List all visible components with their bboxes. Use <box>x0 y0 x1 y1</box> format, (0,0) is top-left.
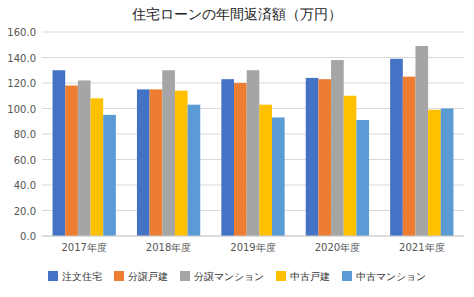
x-tick-label: 2020年度 <box>315 242 360 253</box>
bar <box>356 120 369 236</box>
legend-label: 中古マンション <box>356 271 426 282</box>
y-tick-label: 100.0 <box>7 104 36 115</box>
bar <box>221 79 234 236</box>
grid-line <box>42 57 464 58</box>
legend: 注文住宅 分譲戸建 分譲マンション 中古戸建 中古マンション <box>48 271 426 282</box>
grid-line <box>42 32 464 33</box>
bar <box>415 46 428 236</box>
bar <box>137 89 150 236</box>
bar <box>175 91 188 236</box>
x-tick-label: 2018年度 <box>146 242 191 253</box>
x-tick-label: 2021年度 <box>399 242 444 253</box>
x-tick-label: 2019年度 <box>230 242 275 253</box>
bar <box>272 117 285 236</box>
legend-label: 注文住宅 <box>62 271 102 282</box>
x-tick-label: 2017年度 <box>61 242 106 253</box>
bar <box>78 80 91 236</box>
bar <box>188 105 201 236</box>
bar <box>247 70 260 236</box>
bar <box>234 83 247 236</box>
y-tick-label: 140.0 <box>7 53 36 64</box>
bar <box>318 79 331 236</box>
bar <box>162 70 175 236</box>
bars <box>53 46 454 236</box>
bar <box>403 77 416 236</box>
bar <box>306 78 319 236</box>
title: 住宅ローンの年間返済額（万円） <box>131 6 342 22</box>
bar <box>331 60 344 236</box>
legend-swatch <box>114 271 124 281</box>
y-tick-label: 40.0 <box>14 180 36 191</box>
chart: 住宅ローンの年間返済額（万円） 0.0 20.0 40.0 60.0 80.0 100.0 1… <box>0 0 474 297</box>
bar <box>53 70 66 236</box>
bar <box>259 105 272 236</box>
y-tick-label: 20.0 <box>14 206 36 217</box>
legend-swatch <box>342 271 352 281</box>
legend-label: 分譲マンション <box>194 271 264 282</box>
bar <box>428 110 441 236</box>
bar <box>103 115 116 236</box>
y-tick-label: 80.0 <box>14 129 36 140</box>
legend-swatch <box>180 271 190 281</box>
y-tick-label: 160.0 <box>7 27 36 38</box>
y-tick-label: 120.0 <box>7 78 36 89</box>
bar <box>65 86 78 236</box>
legend-label: 分譲戸建 <box>128 271 168 282</box>
legend-swatch <box>48 271 58 281</box>
bar <box>344 96 357 236</box>
y-tick-label: 60.0 <box>14 155 36 166</box>
grid-line <box>42 236 464 237</box>
legend-label: 中古戸建 <box>290 271 330 282</box>
bar <box>441 109 454 237</box>
bar <box>91 98 104 236</box>
legend-swatch <box>276 271 286 281</box>
bar <box>150 89 163 236</box>
bar <box>390 59 403 236</box>
x-axis-line <box>42 236 464 237</box>
y-tick-label: 0.0 <box>20 231 36 242</box>
